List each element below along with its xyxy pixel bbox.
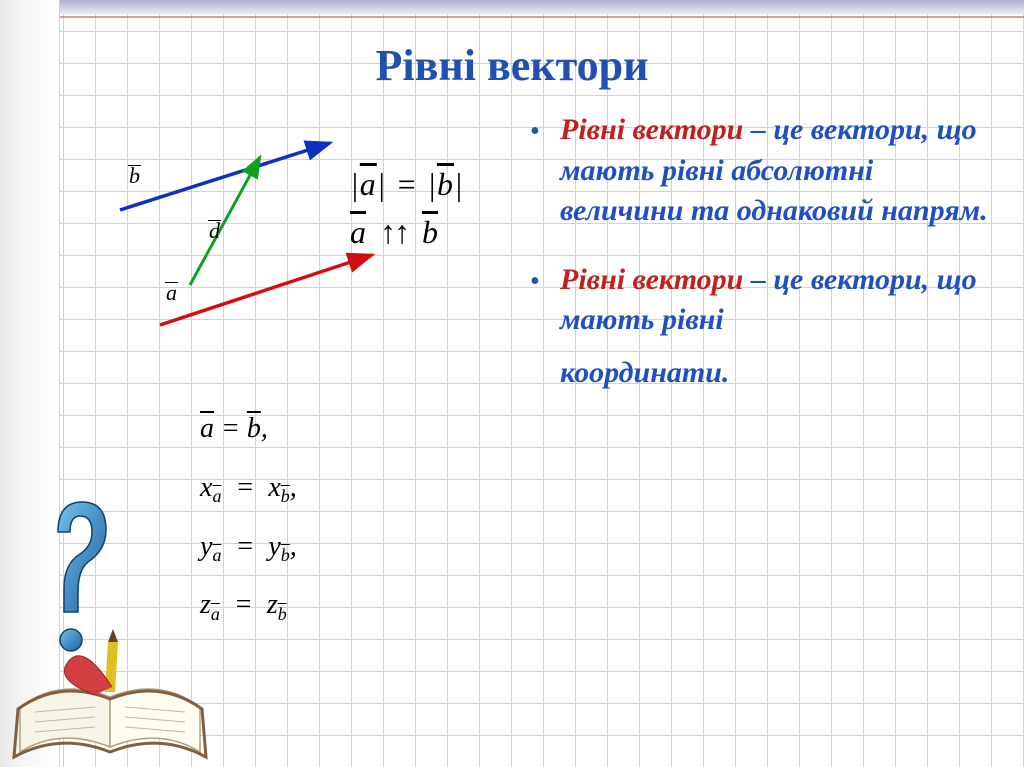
vector-label-d: d — [208, 218, 221, 244]
definition-bullets: • Рівні вектори – це вектори, що мають р… — [530, 110, 990, 421]
vector-label-a: a — [165, 280, 178, 306]
bullet-item: • Рівні вектори – це вектори, що мають р… — [530, 110, 990, 232]
coord-x-eq: xa = xb, — [200, 459, 297, 518]
vector-a — [160, 255, 372, 325]
bullet-marker: • — [530, 110, 560, 232]
slide-title: Рівні вектори — [0, 40, 1024, 91]
vector-diagram — [100, 135, 380, 345]
magnitude-direction-formulas: |a| = |b| a ↑↑ b — [350, 160, 464, 256]
slide: Рівні вектори b d a |a| = |b| a ↑↑ b — [0, 0, 1024, 767]
magnitude-equality: |a| = |b| — [350, 160, 464, 208]
bullet-text-2: Рівні вектори – це вектори, що мають рів… — [560, 260, 990, 394]
vector-b — [120, 143, 330, 210]
bullet-item: • Рівні вектори – це вектори, що мають р… — [530, 260, 990, 394]
top-border — [60, 0, 1024, 14]
bullet-text-1: Рівні вектори – це вектори, що мають рів… — [560, 110, 990, 232]
direction-equality: a ↑↑ b — [350, 208, 464, 256]
vector-label-b: b — [128, 163, 141, 189]
bullet-marker: • — [530, 260, 560, 394]
open-book-icon — [0, 547, 230, 767]
top-red-line — [60, 16, 1024, 18]
vector-equality: a = b, — [200, 400, 297, 459]
